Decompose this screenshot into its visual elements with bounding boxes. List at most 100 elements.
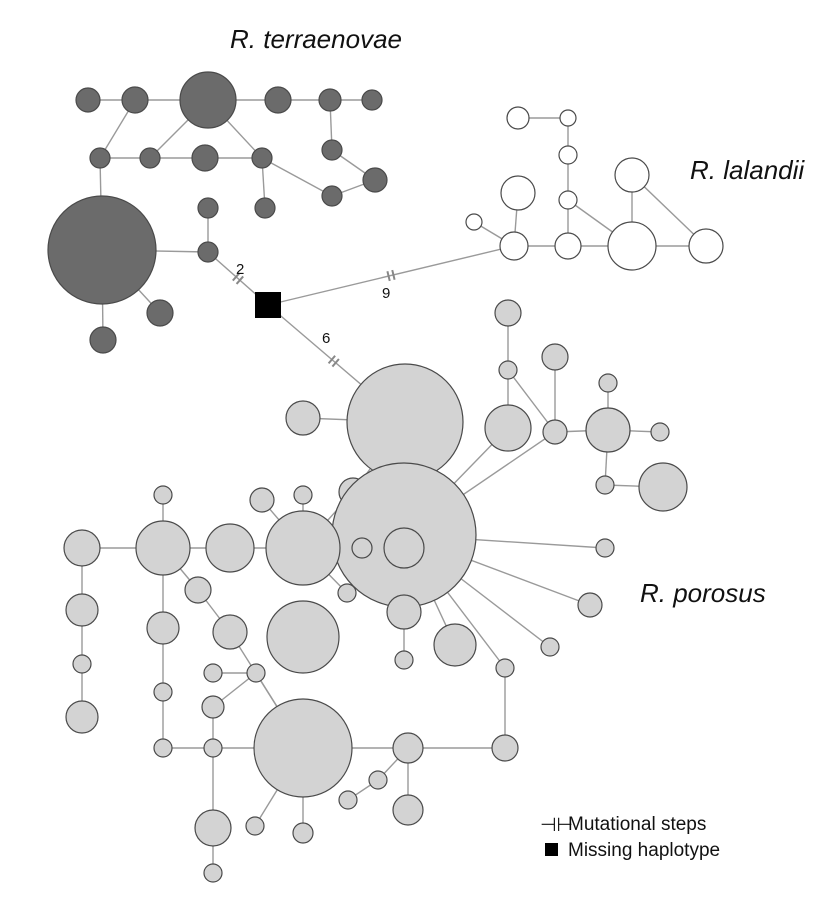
haplotype-node-p-f <box>541 343 569 371</box>
haplotype-node-t-d <box>264 86 292 114</box>
haplotype-node-p-aq <box>253 698 353 798</box>
haplotype-node-p-ap <box>201 695 225 719</box>
haplotype-node-t-h <box>139 147 161 169</box>
step-label-lalandii: 9 <box>382 285 390 302</box>
haplotype-node-p-h <box>484 404 532 452</box>
haplotype-node-p-al <box>184 576 212 604</box>
haplotype-node-t-n <box>254 197 276 219</box>
haplotype-node-p-s <box>383 527 425 569</box>
step-label-porosus: 6 <box>322 330 330 347</box>
legend: ⊣⊢ Mutational steps Missing haplotype <box>540 812 720 864</box>
mutational-step-icon: ⊣⊢ <box>540 814 574 836</box>
haplotype-node-p-ao <box>246 663 266 683</box>
haplotype-node-p-j <box>585 407 631 453</box>
haplotype-node-t-e <box>318 88 342 112</box>
haplotype-node-t-m <box>321 185 343 207</box>
haplotype-node-p-m <box>595 475 615 495</box>
haplotype-node-p-v <box>351 537 373 559</box>
haplotype-node-t-f <box>361 89 383 111</box>
label-r-porosus: R. porosus <box>640 578 766 608</box>
haplotype-node-l-h <box>499 231 529 261</box>
edge-miss-l-h <box>267 245 515 306</box>
haplotype-node-t-b <box>121 86 149 114</box>
haplotype-node-p-n <box>638 462 688 512</box>
legend-item-mutational-steps: ⊣⊢ Mutational steps <box>540 812 720 838</box>
mutational-step-lalandii <box>386 269 396 282</box>
haplotype-node-l-j <box>607 221 657 271</box>
haplotype-node-p-au <box>245 816 265 836</box>
haplotype-node-p-ak <box>153 738 173 758</box>
mutational-step-porosus <box>327 355 340 368</box>
haplotype-node-p-r <box>433 623 477 667</box>
haplotype-node-t-r <box>146 299 174 327</box>
edge-p-g-p-i <box>507 369 556 433</box>
missing-haplotype-node <box>255 292 281 318</box>
haplotype-node-t-q <box>197 241 219 263</box>
haplotype-node-t-a <box>75 87 101 113</box>
haplotype-node-p-bb <box>495 658 515 678</box>
haplotype-node-p-b <box>285 400 321 436</box>
haplotype-node-p-p <box>577 592 603 618</box>
mutational-step-marks <box>232 269 396 368</box>
haplotype-node-l-g <box>465 213 483 231</box>
haplotype-node-p-ad <box>153 485 173 505</box>
haplotype-node-p-ax <box>368 770 388 790</box>
label-r-terraenovae: R. terraenovae <box>230 24 402 54</box>
mutational-step-terraenovae <box>232 272 244 285</box>
haplotype-node-l-i <box>554 232 582 260</box>
haplotype-node-p-y <box>293 485 313 505</box>
haplotype-node-p-l <box>650 422 670 442</box>
haplotype-node-p-ba <box>491 734 519 762</box>
haplotype-node-p-as <box>194 809 232 847</box>
legend-item-missing-haplotype: Missing haplotype <box>540 838 720 864</box>
haplotype-node-p-g <box>498 360 518 380</box>
edge-t-j-t-m <box>261 157 333 197</box>
haplotype-node-p-ar <box>203 738 223 758</box>
haplotype-node-p-e <box>494 299 522 327</box>
label-r-lalandii: R. lalandii <box>690 155 805 185</box>
haplotype-node-p-k <box>598 373 618 393</box>
haplotype-node-p-t <box>386 594 422 630</box>
haplotype-node-t-s <box>89 326 117 354</box>
haplotype-node-t-l <box>362 167 388 193</box>
haplotype-node-p-ag <box>72 654 92 674</box>
haplotype-nodes <box>47 71 724 883</box>
haplotype-node-p-ai <box>146 611 180 645</box>
haplotype-node-p-aj <box>153 682 173 702</box>
haplotype-node-p-av <box>292 822 314 844</box>
haplotype-node-p-u <box>394 650 414 670</box>
haplotype-node-p-i <box>542 419 568 445</box>
haplotype-node-p-at <box>203 863 223 883</box>
haplotype-node-p-x <box>265 510 341 586</box>
haplotype-node-p-az <box>392 794 424 826</box>
haplotype-node-t-p <box>197 197 219 219</box>
haplotype-node-t-i <box>191 144 219 172</box>
haplotype-node-p-af <box>65 593 99 627</box>
step-label-terraenovae: 2 <box>236 261 244 278</box>
haplotype-node-l-c <box>558 145 578 165</box>
haplotype-node-t-o <box>47 195 157 305</box>
haplotype-node-p-ah <box>65 700 99 734</box>
haplotype-node-p-q <box>540 637 560 657</box>
haplotype-node-l-b <box>559 109 577 127</box>
haplotype-node-l-e <box>500 175 536 211</box>
haplotype-node-l-k <box>688 228 724 264</box>
legend-label-missing-haplotype: Missing haplotype <box>568 840 721 861</box>
haplotype-node-t-j <box>251 147 273 169</box>
haplotype-node-p-z <box>249 487 275 513</box>
legend-label-mutational-steps: Mutational steps <box>568 814 707 835</box>
haplotype-node-t-g <box>89 147 111 169</box>
haplotype-node-p-ay <box>392 732 424 764</box>
haplotype-node-p-aa <box>266 600 340 674</box>
haplotype-node-l-d <box>558 190 578 210</box>
haplotype-node-t-c <box>179 71 237 129</box>
haplotype-node-l-f <box>614 157 650 193</box>
haplotype-node-p-ab <box>205 523 255 573</box>
haplotype-node-t-k <box>321 139 343 161</box>
haplotype-node-p-w <box>337 583 357 603</box>
haplotype-node-p-an <box>203 663 223 683</box>
missing-haplotype-icon <box>540 840 562 862</box>
haplotype-node-p-ac <box>135 520 191 576</box>
haplotype-node-p-ae <box>63 529 101 567</box>
